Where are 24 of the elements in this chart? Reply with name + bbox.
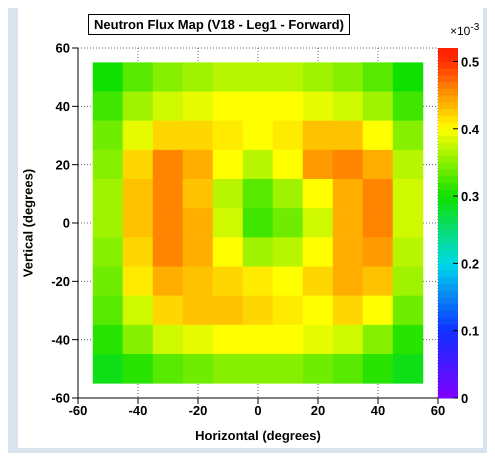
x-axis-title: Horizontal (degrees)	[195, 428, 321, 443]
y-tick-label: -40	[51, 332, 70, 348]
color-bar-label: 0	[461, 391, 468, 406]
y-axis-title: Vertical (degrees)	[20, 168, 36, 278]
color-bar-label: 0.5	[461, 54, 480, 70]
y-tick-label: -20	[51, 274, 70, 289]
y-tick-label: -60	[51, 390, 70, 406]
color-bar-title: ×10$^{-3}$	[450, 22, 480, 38]
x-tick-label: 20	[310, 403, 326, 418]
y-tick-label: 40	[56, 98, 70, 114]
x-tick-label: -40	[128, 403, 148, 418]
x-tick-label: 60	[430, 403, 446, 418]
y-tick-label: 60	[56, 40, 70, 56]
color-bar-label: 0.4	[461, 122, 480, 137]
y-tick-label: 20	[56, 157, 70, 172]
y-tick-label: 0	[62, 216, 70, 231]
x-tick-label: -60	[68, 403, 88, 418]
color-bar-label: 0.2	[461, 256, 480, 272]
x-tick-label: 40	[370, 403, 386, 418]
chart-title: Neutron Flux Map (V18 - Leg1 - Forward)	[88, 14, 350, 35]
x-tick-label: -20	[188, 403, 208, 418]
x-tick-label: 0	[254, 403, 262, 418]
color-bar-label: 0.3	[461, 189, 480, 204]
color-bar-label: 0.1	[461, 324, 480, 339]
